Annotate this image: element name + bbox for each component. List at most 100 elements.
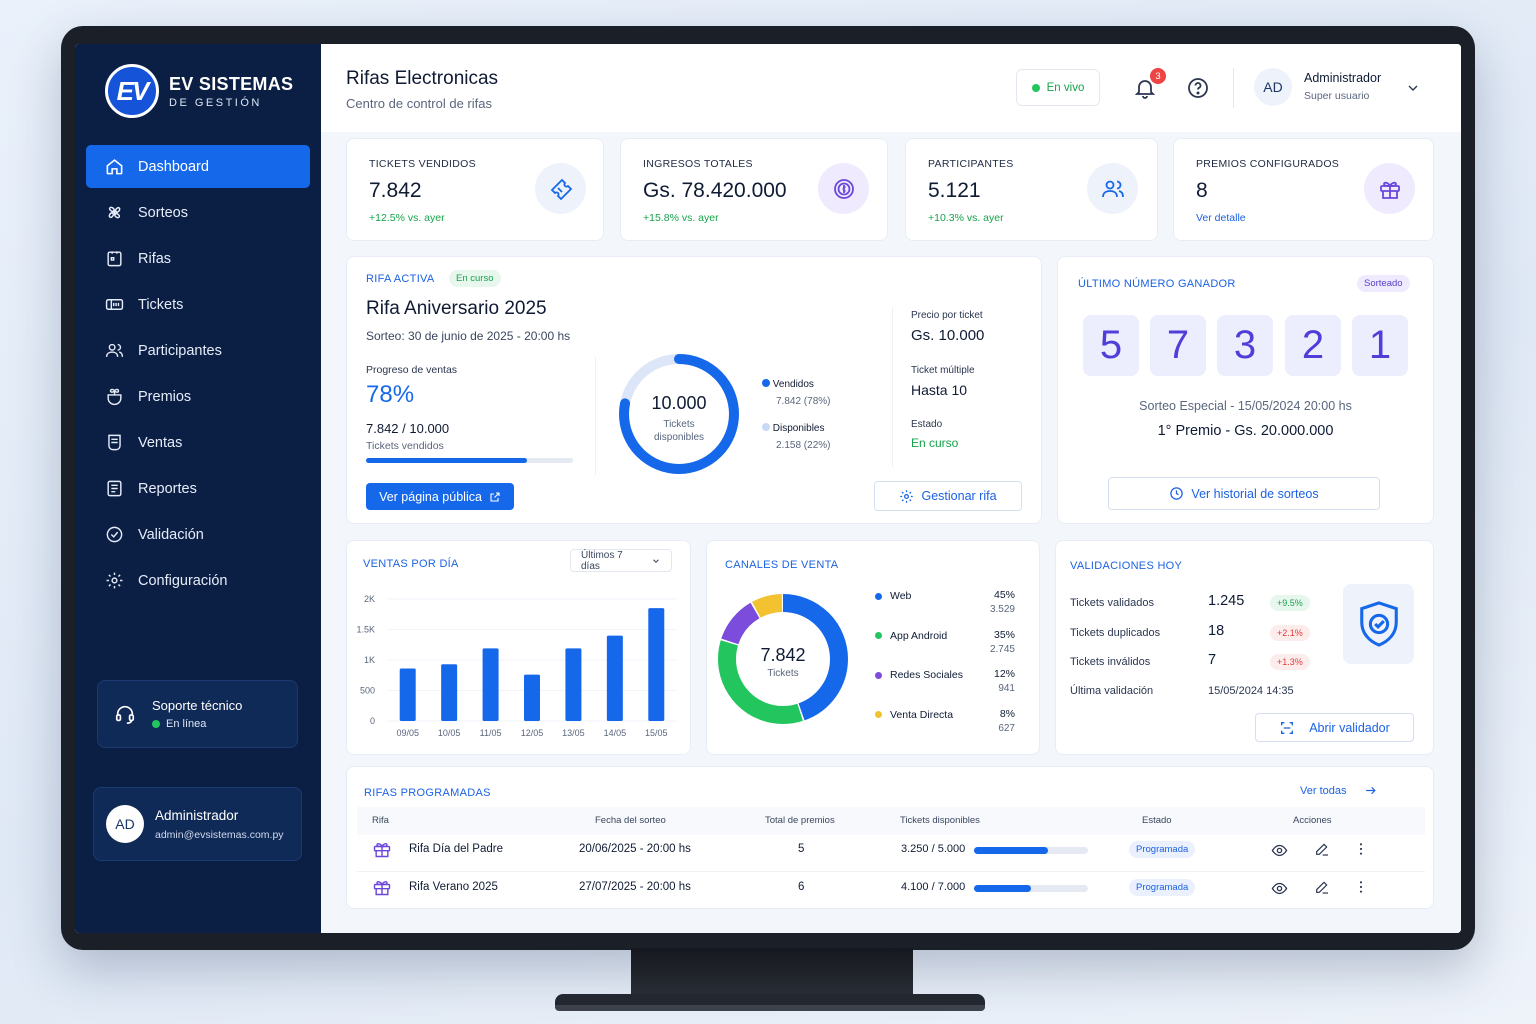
avatar: AD xyxy=(106,805,144,843)
sidebar-item-label: Validación xyxy=(138,526,204,543)
donut-slice[interactable] xyxy=(718,594,848,724)
delta-badge: +1.3% xyxy=(1270,654,1310,670)
winner-digit: 2 xyxy=(1285,315,1341,376)
table-row[interactable] xyxy=(357,835,1425,872)
bar[interactable] xyxy=(606,635,623,721)
view-all-link[interactable]: Ver todas xyxy=(1300,784,1377,797)
sidebar-item-label: Premios xyxy=(138,388,192,405)
check-circle-icon xyxy=(106,526,123,543)
legend-item: App Android xyxy=(875,630,947,642)
kpi-card-income[interactable]: INGRESOS TOTALES Gs. 78.420.000 +15.8% v… xyxy=(620,138,888,241)
kpi-value: 8 xyxy=(1196,179,1208,202)
button-label: Gestionar rifa xyxy=(921,489,997,503)
brand-logo[interactable]: EV EV SISTEMAS DE GESTIÓN xyxy=(105,64,293,118)
date-range-select[interactable]: Últimos 7 días xyxy=(570,549,672,572)
sidebar-item-rifas[interactable]: Rifas xyxy=(86,237,310,280)
link-label: Ver todas xyxy=(1300,784,1347,797)
table-row[interactable] xyxy=(357,873,1425,910)
edit-icon[interactable] xyxy=(1314,879,1330,895)
home-icon xyxy=(106,159,123,175)
donut-slice[interactable] xyxy=(718,594,848,724)
help-icon[interactable] xyxy=(1186,76,1210,100)
kpi-card-tickets[interactable]: TICKETS VENDIDOS 7.842 +12.5% vs. ayer xyxy=(346,138,604,241)
sorteos-icon xyxy=(108,206,121,219)
live-status-badge[interactable]: En vivo xyxy=(1016,69,1100,106)
tickets-available: 4.100 / 7.000 xyxy=(901,881,966,893)
bar[interactable] xyxy=(399,668,416,721)
bar[interactable] xyxy=(482,648,499,721)
chevron-down-icon xyxy=(653,558,659,563)
sidebar-item-label: Sorteos xyxy=(138,204,188,221)
sidebar-item-label: Ventas xyxy=(138,434,183,451)
view-draw-history-button[interactable]: Ver historial de sorteos xyxy=(1108,477,1380,510)
view-detail-link[interactable]: Ver detalle xyxy=(1196,212,1246,224)
bar[interactable] xyxy=(524,674,540,721)
more-vertical-icon[interactable] xyxy=(1353,879,1369,895)
winner-digit: 3 xyxy=(1217,315,1273,376)
manage-raffle-button[interactable]: Gestionar rifa xyxy=(874,481,1022,511)
active-raffle-card: RIFA ACTIVA En curso Rifa Aniversario 20… xyxy=(346,256,1042,524)
eye-icon[interactable] xyxy=(1271,880,1288,897)
divider xyxy=(1233,68,1234,108)
y-tick-label: 1K xyxy=(364,655,375,665)
bar[interactable] xyxy=(441,664,458,721)
view-public-page-button[interactable]: Ver página pública xyxy=(366,483,514,510)
sidebar-item-premios[interactable]: Premios xyxy=(86,375,310,418)
edit-icon[interactable] xyxy=(1314,841,1330,857)
section-title: VENTAS POR DÍA xyxy=(363,558,459,570)
progress-percent: 78% xyxy=(366,381,415,408)
progress-fill xyxy=(974,847,1049,854)
rifas-icon xyxy=(107,251,122,267)
tickets-progress-bar xyxy=(974,885,1088,892)
support-card[interactable]: Soporte técnico En línea xyxy=(97,680,298,748)
live-label: En vivo xyxy=(1046,81,1085,94)
column-header: Fecha del sorteo xyxy=(595,815,666,826)
legend-dot-icon xyxy=(875,632,882,639)
status-badge: Programada xyxy=(1129,879,1196,896)
sidebar-item-participantes[interactable]: Participantes xyxy=(86,329,310,372)
legend-count: 2.745 xyxy=(989,643,1015,655)
kpi-value: 7.842 xyxy=(369,179,422,202)
bar[interactable] xyxy=(648,608,665,721)
support-status: En línea xyxy=(166,718,207,730)
validation-value: 1.245 xyxy=(1208,593,1245,609)
open-validator-button[interactable]: Abrir validador xyxy=(1255,713,1414,742)
kpi-card-participants[interactable]: PARTICIPANTES 5.121 +10.3% vs. ayer xyxy=(905,138,1158,241)
sidebar-item-ventas[interactable]: Ventas xyxy=(86,421,310,464)
raffle-name: Rifa Verano 2025 xyxy=(409,881,498,893)
sidebar-item-tickets[interactable]: Tickets xyxy=(86,283,310,326)
kpi-delta: +12.5% vs. ayer xyxy=(369,212,445,224)
status-badge: En curso xyxy=(449,270,501,287)
bar[interactable] xyxy=(565,648,582,721)
x-tick-label: 15/05 xyxy=(645,728,668,738)
legend-label: Vendidos xyxy=(772,379,814,390)
prize-count: 6 xyxy=(798,881,805,893)
winner-digit: 1 xyxy=(1352,315,1408,376)
eye-icon[interactable] xyxy=(1271,842,1288,859)
kpi-label: PARTICIPANTES xyxy=(928,158,1014,170)
user-email: admin@evsistemas.com.py xyxy=(155,828,284,841)
live-dot-icon xyxy=(1031,83,1040,92)
screen: EV EV SISTEMAS DE GESTIÓN Dashboard Sort… xyxy=(75,44,1461,933)
y-tick-label: 2K xyxy=(364,594,375,604)
chevron-down-icon[interactable] xyxy=(1405,80,1421,96)
legend-dot-icon xyxy=(762,379,770,387)
sidebar-item-configuracion[interactable]: Configuración xyxy=(86,559,310,602)
sidebar-user-card[interactable]: AD Administrador admin@evsistemas.com.py xyxy=(93,787,302,861)
legend-dot-icon xyxy=(875,711,882,718)
bell-icon[interactable] xyxy=(1133,76,1157,100)
kpi-label: PREMIOS CONFIGURADOS xyxy=(1196,158,1340,170)
sidebar-item-validacion[interactable]: Validación xyxy=(86,513,310,556)
sidebar-item-sorteos[interactable]: Sorteos xyxy=(86,191,310,234)
section-title: ÚLTIMO NÚMERO GANADOR xyxy=(1078,278,1236,290)
sidebar-item-dashboard[interactable]: Dashboard xyxy=(86,145,310,188)
kpi-value: 5.121 xyxy=(928,179,981,202)
sales-channels-card: CANALES DE VENTA 7.842 Tickets Web 45% 3… xyxy=(706,540,1040,755)
sidebar-item-reportes[interactable]: Reportes xyxy=(86,467,310,510)
kpi-card-prizes[interactable]: PREMIOS CONFIGURADOS 8 Ver detalle xyxy=(1173,138,1434,241)
prize-info: 1° Premio - Gs. 20.000.000 xyxy=(1157,423,1334,439)
legend-percent: 35% xyxy=(993,628,1015,641)
column-header: Acciones xyxy=(1293,815,1332,826)
more-vertical-icon[interactable] xyxy=(1353,841,1369,857)
avatar[interactable]: AD xyxy=(1254,68,1292,106)
